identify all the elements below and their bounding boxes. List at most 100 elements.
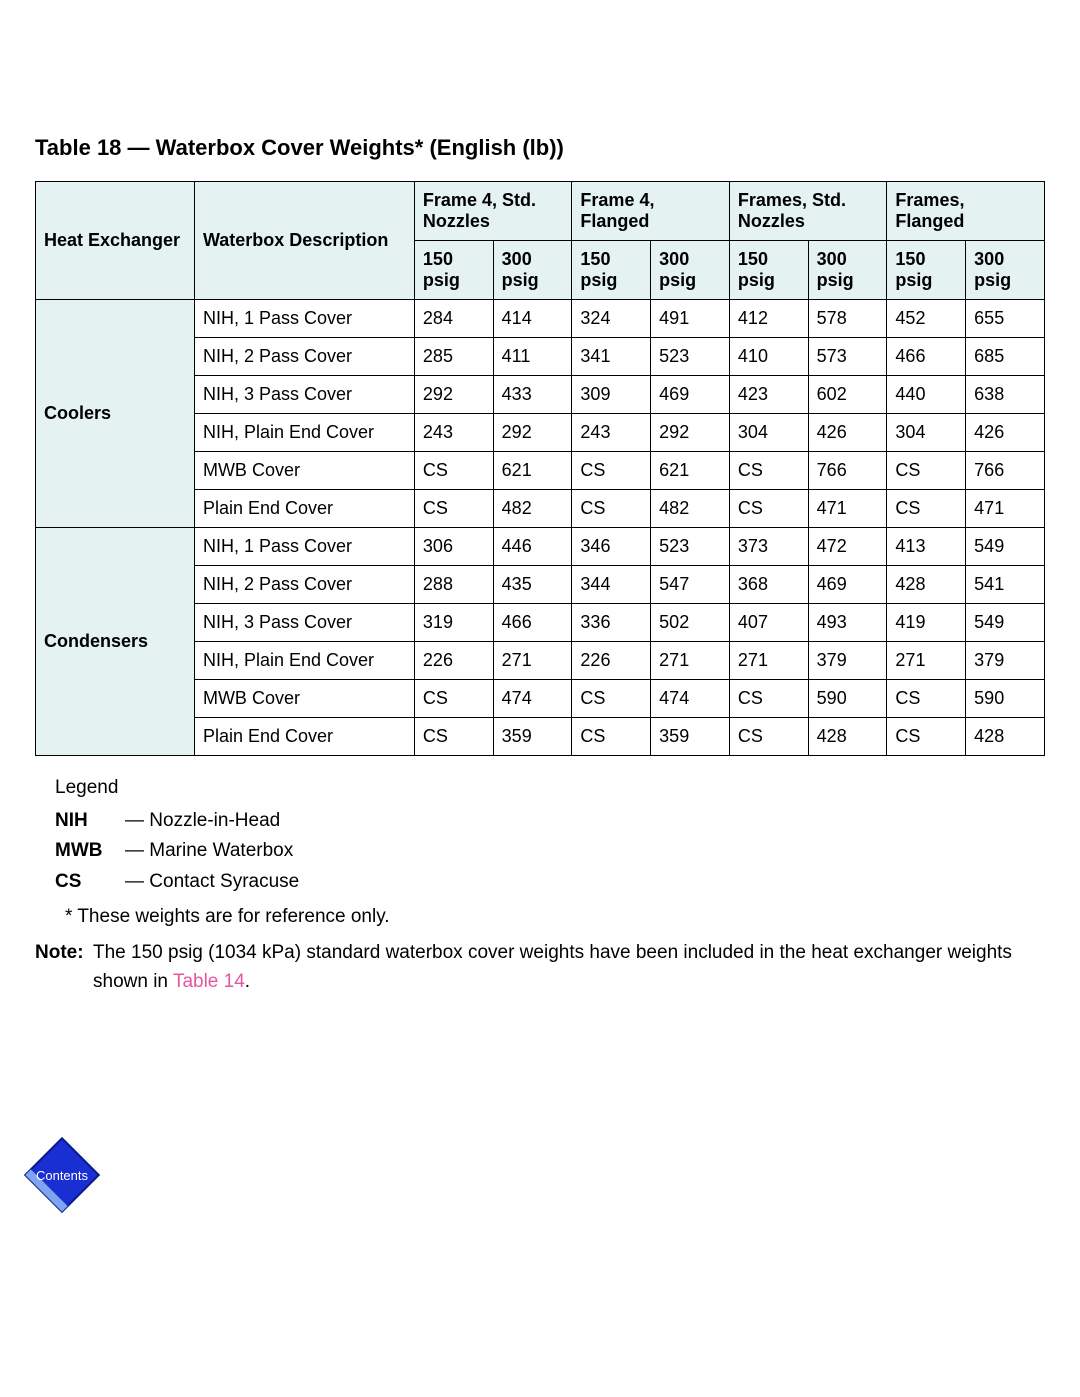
- cell-value: CS: [887, 490, 966, 528]
- th-group-2: Frames, Std. Nozzles: [729, 182, 887, 241]
- cell-value: 482: [493, 490, 572, 528]
- cell-value: CS: [887, 718, 966, 756]
- note: Note: The 150 psig (1034 kPa) standard w…: [35, 938, 1045, 997]
- cell-value: 284: [414, 300, 493, 338]
- legend-key: MWB: [55, 837, 125, 866]
- cell-value: 549: [966, 604, 1045, 642]
- th-waterbox-description: Waterbox Description: [194, 182, 414, 300]
- cell-value: 336: [572, 604, 651, 642]
- cell-value: CS: [887, 452, 966, 490]
- cell-value: 493: [808, 604, 887, 642]
- footnote: * These weights are for reference only.: [65, 906, 1045, 928]
- cell-value: 766: [808, 452, 887, 490]
- th-sub-7: 300 psig: [966, 241, 1045, 300]
- cell-value: 419: [887, 604, 966, 642]
- cell-value: 466: [493, 604, 572, 642]
- cell-value: CS: [729, 718, 808, 756]
- legend: Legend NIH— Nozzle-in-HeadMWB— Marine Wa…: [55, 774, 1045, 896]
- cell-value: 243: [414, 414, 493, 452]
- cell-value: 359: [493, 718, 572, 756]
- cell-value: 549: [966, 528, 1045, 566]
- cell-value: 491: [651, 300, 730, 338]
- cell-desc: NIH, 1 Pass Cover: [194, 528, 414, 566]
- cell-value: 469: [808, 566, 887, 604]
- cell-value: CS: [572, 680, 651, 718]
- legend-item: CS— Contact Syracuse: [55, 868, 1045, 897]
- th-sub-2: 150 psig: [572, 241, 651, 300]
- th-sub-3: 300 psig: [651, 241, 730, 300]
- cell-value: 412: [729, 300, 808, 338]
- contents-icon-label: Contents: [36, 1168, 89, 1183]
- cell-value: CS: [729, 490, 808, 528]
- cell-value: 474: [651, 680, 730, 718]
- th-sub-4: 150 psig: [729, 241, 808, 300]
- contents-button[interactable]: Contents: [20, 1133, 104, 1222]
- th-sub-5: 300 psig: [808, 241, 887, 300]
- th-sub-0: 150 psig: [414, 241, 493, 300]
- cell-value: 541: [966, 566, 1045, 604]
- cell-value: 292: [651, 414, 730, 452]
- cell-desc: MWB Cover: [194, 452, 414, 490]
- cell-value: 573: [808, 338, 887, 376]
- cell-value: 407: [729, 604, 808, 642]
- cell-value: 435: [493, 566, 572, 604]
- cell-value: 426: [808, 414, 887, 452]
- cell-value: 410: [729, 338, 808, 376]
- cell-value: 685: [966, 338, 1045, 376]
- cell-value: 474: [493, 680, 572, 718]
- legend-item: NIH— Nozzle-in-Head: [55, 807, 1045, 836]
- th-heat-exchanger: Heat Exchanger: [36, 182, 195, 300]
- cell-value: 344: [572, 566, 651, 604]
- cell-value: 655: [966, 300, 1045, 338]
- cell-value: 428: [966, 718, 1045, 756]
- note-text-post: .: [245, 971, 250, 992]
- cell-value: 226: [414, 642, 493, 680]
- cell-value: 414: [493, 300, 572, 338]
- cell-value: 226: [572, 642, 651, 680]
- legend-item: MWB— Marine Waterbox: [55, 837, 1045, 866]
- cell-value: 379: [808, 642, 887, 680]
- cell-value: 271: [493, 642, 572, 680]
- section-header: Condensers: [36, 528, 195, 756]
- cell-value: 547: [651, 566, 730, 604]
- cell-value: 368: [729, 566, 808, 604]
- cell-desc: NIH, 2 Pass Cover: [194, 566, 414, 604]
- cell-value: 602: [808, 376, 887, 414]
- table-14-link[interactable]: Table 14: [173, 971, 245, 992]
- cell-value: CS: [414, 452, 493, 490]
- cell-desc: MWB Cover: [194, 680, 414, 718]
- note-body: The 150 psig (1034 kPa) standard waterbo…: [93, 938, 1045, 997]
- cell-desc: NIH, Plain End Cover: [194, 414, 414, 452]
- cell-value: 466: [887, 338, 966, 376]
- cell-value: 304: [887, 414, 966, 452]
- note-label: Note:: [35, 938, 93, 997]
- cell-desc: NIH, 3 Pass Cover: [194, 604, 414, 642]
- legend-title: Legend: [55, 774, 1045, 803]
- section-header: Coolers: [36, 300, 195, 528]
- table-title: Table 18 — Waterbox Cover Weights* (Engl…: [35, 135, 1045, 161]
- cell-value: 373: [729, 528, 808, 566]
- cell-desc: Plain End Cover: [194, 718, 414, 756]
- cell-value: CS: [414, 490, 493, 528]
- th-group-0: Frame 4, Std. Nozzles: [414, 182, 572, 241]
- cell-value: 306: [414, 528, 493, 566]
- th-group-3: Frames, Flanged: [887, 182, 1045, 241]
- waterbox-weights-table: Heat Exchanger Waterbox Description Fram…: [35, 181, 1045, 756]
- cell-value: 423: [729, 376, 808, 414]
- legend-key: CS: [55, 868, 125, 897]
- cell-value: 379: [966, 642, 1045, 680]
- cell-value: 271: [887, 642, 966, 680]
- cell-value: 428: [808, 718, 887, 756]
- cell-value: 482: [651, 490, 730, 528]
- cell-value: CS: [572, 452, 651, 490]
- cell-value: 469: [651, 376, 730, 414]
- th-group-1: Frame 4, Flanged: [572, 182, 730, 241]
- table-row: CoolersNIH, 1 Pass Cover2844143244914125…: [36, 300, 1045, 338]
- cell-value: 471: [966, 490, 1045, 528]
- cell-value: 471: [808, 490, 887, 528]
- cell-value: 638: [966, 376, 1045, 414]
- cell-value: 288: [414, 566, 493, 604]
- table-row: CondensersNIH, 1 Pass Cover3064463465233…: [36, 528, 1045, 566]
- cell-value: 440: [887, 376, 966, 414]
- cell-value: 446: [493, 528, 572, 566]
